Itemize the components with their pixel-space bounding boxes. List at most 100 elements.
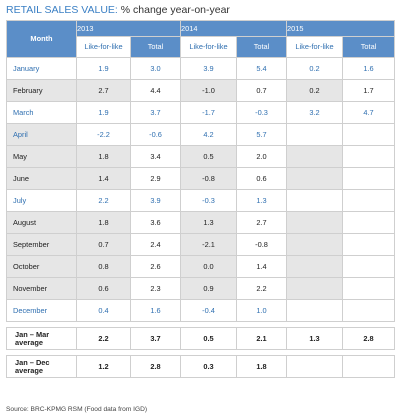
table-row: February 2.7 4.4 -1.0 0.7 0.2 1.7 [6, 79, 396, 102]
value-cell: -0.8 [236, 233, 288, 256]
value-cell: 4.7 [342, 101, 396, 124]
value-cell: 2.6 [129, 255, 182, 278]
value-cell: 2.4 [129, 233, 182, 256]
value-cell: 3.9 [180, 57, 238, 80]
value-cell [286, 123, 344, 146]
table-row: January 1.9 3.0 3.9 5.4 0.2 1.6 [6, 57, 396, 80]
value-cell: 0.6 [236, 167, 288, 190]
value-cell: 4.4 [129, 79, 182, 102]
table-row: September 0.7 2.4 -2.1 -0.8 [6, 233, 396, 256]
month-cell: February [6, 79, 77, 102]
value-cell: -0.3 [180, 189, 238, 212]
month-cell: November [6, 277, 77, 300]
value-cell: -0.3 [236, 101, 288, 124]
month-cell: January [6, 57, 77, 80]
subheader-like-for-like: Like-for-like [286, 36, 344, 58]
subheader-like-for-like: Like-for-like [180, 36, 238, 58]
value-cell: 1.3 [180, 211, 238, 234]
subheader-total: Total [236, 36, 288, 58]
year-header-2013: 2013 [75, 20, 182, 37]
average-value-cell: 2.2 [76, 327, 131, 350]
value-cell [342, 123, 396, 146]
table-row: May 1.8 3.4 0.5 2.0 [6, 145, 396, 168]
average-row: Jan – Dec average 1.2 2.8 0.3 1.8 [6, 355, 396, 378]
month-cell: July [6, 189, 77, 212]
value-cell: 3.0 [129, 57, 182, 80]
table-row: June 1.4 2.9 -0.8 0.6 [6, 167, 396, 190]
table-row: March 1.9 3.7 -1.7 -0.3 3.2 4.7 [6, 101, 396, 124]
value-cell [342, 299, 396, 322]
title-rest: % change year-on-year [117, 4, 230, 16]
month-cell: April [6, 123, 77, 146]
value-cell [342, 233, 396, 256]
table-row: April -2.2 -0.6 4.2 5.7 [6, 123, 396, 146]
value-cell [342, 277, 396, 300]
average-value-cell: 1.2 [76, 355, 131, 378]
value-cell: 1.9 [76, 101, 131, 124]
average-value-cell: 0.3 [180, 355, 238, 378]
value-cell: -2.2 [76, 123, 131, 146]
value-cell [286, 167, 344, 190]
value-cell: 3.2 [286, 101, 344, 124]
value-cell: 3.6 [129, 211, 182, 234]
value-cell [342, 189, 396, 212]
value-cell: 3.9 [129, 189, 182, 212]
value-cell: 2.2 [236, 277, 288, 300]
table-row: December 0.4 1.6 -0.4 1.0 [6, 299, 396, 322]
value-cell: 2.0 [236, 145, 288, 168]
average-value-cell [342, 355, 396, 378]
value-cell [342, 255, 396, 278]
value-cell: 2.3 [129, 277, 182, 300]
subheader-like-for-like: Like-for-like [76, 36, 131, 58]
subheader-total: Total [342, 36, 396, 58]
value-cell: 0.9 [180, 277, 238, 300]
value-cell [342, 211, 396, 234]
month-cell: December [6, 299, 77, 322]
average-value-cell: 1.8 [236, 355, 288, 378]
month-cell: September [6, 233, 77, 256]
average-value-cell: 2.8 [129, 355, 182, 378]
value-cell [286, 255, 344, 278]
value-cell: 3.4 [129, 145, 182, 168]
subheader-total: Total [129, 36, 182, 58]
value-cell: 0.7 [76, 233, 131, 256]
table-row: August 1.8 3.6 1.3 2.7 [6, 211, 396, 234]
table-row: November 0.6 2.3 0.9 2.2 [6, 277, 396, 300]
year-header-2014: 2014 [180, 20, 288, 37]
value-cell [286, 277, 344, 300]
value-cell [342, 145, 396, 168]
average-value-cell: 2.1 [236, 327, 288, 350]
value-cell: -0.6 [129, 123, 182, 146]
value-cell: 5.4 [236, 57, 288, 80]
average-label: Jan – Dec average [6, 355, 77, 378]
value-cell: 0.5 [180, 145, 238, 168]
title-lead: RETAIL SALES VALUE: [6, 4, 118, 16]
value-cell [286, 211, 344, 234]
value-cell: -1.7 [180, 101, 238, 124]
value-cell: 0.2 [286, 57, 344, 80]
value-cell: 1.3 [236, 189, 288, 212]
value-cell: -2.1 [180, 233, 238, 256]
value-cell: 4.2 [180, 123, 238, 146]
retail-sales-table: Month 2013 2014 2015 Like-for-like Total… [6, 20, 396, 378]
value-cell: 0.0 [180, 255, 238, 278]
value-cell: 1.4 [76, 167, 131, 190]
average-value-cell: 2.8 [342, 327, 396, 350]
average-row: Jan – Mar average 2.2 3.7 0.5 2.1 1.3 2.8 [6, 327, 396, 350]
month-column-header: Month [6, 20, 77, 58]
page-title: RETAIL SALES VALUE: % change year-on-yea… [6, 3, 230, 17]
table-row: October 0.8 2.6 0.0 1.4 [6, 255, 396, 278]
average-value-cell: 3.7 [129, 327, 182, 350]
source-note: Source: BRC-KPMG RSM (Food data from IGD… [6, 406, 148, 413]
value-cell: -0.8 [180, 167, 238, 190]
year-header-row: Month 2013 2014 2015 [6, 20, 396, 58]
average-value-cell [286, 355, 344, 378]
table-row: July 2.2 3.9 -0.3 1.3 [6, 189, 396, 212]
value-cell: 1.6 [342, 57, 396, 80]
value-cell [286, 299, 344, 322]
value-cell: 1.0 [236, 299, 288, 322]
month-cell: June [6, 167, 77, 190]
value-cell: 2.2 [76, 189, 131, 212]
value-cell [286, 189, 344, 212]
